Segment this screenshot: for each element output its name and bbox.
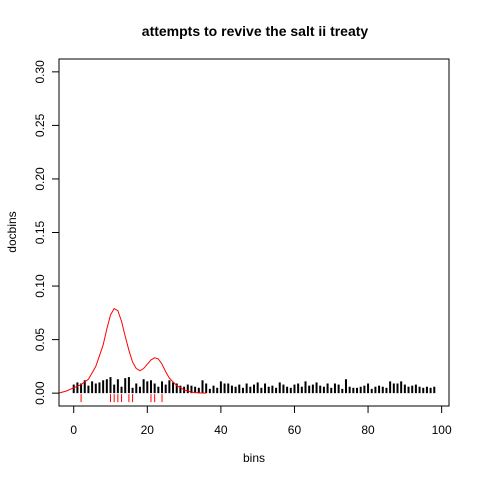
x-axis-label: bins bbox=[243, 451, 265, 465]
rug-layer bbox=[80, 394, 163, 403]
x-tick-label: 60 bbox=[288, 423, 302, 437]
y-axis: 0.00 0.05 0.10 0.15 0.20 0.25 0.30 bbox=[33, 60, 60, 405]
x-axis: 0 20 40 60 80 100 bbox=[70, 405, 452, 437]
y-tick-label: 0.10 bbox=[33, 274, 47, 298]
y-tick-label: 0.25 bbox=[33, 113, 47, 137]
chart-title: attempts to revive the salt ii treaty bbox=[142, 23, 369, 39]
x-tick-label: 20 bbox=[141, 423, 155, 437]
y-tick-label: 0.00 bbox=[33, 381, 47, 405]
y-axis-label: docbins bbox=[5, 211, 19, 252]
y-tick-label: 0.05 bbox=[33, 328, 47, 352]
x-tick-label: 100 bbox=[432, 423, 452, 437]
y-tick-label: 0.30 bbox=[33, 60, 47, 84]
density-line bbox=[58, 307, 207, 394]
y-tick-label: 0.15 bbox=[33, 220, 47, 244]
x-tick-label: 80 bbox=[361, 423, 375, 437]
x-tick-label: 0 bbox=[70, 423, 77, 437]
y-tick-label: 0.20 bbox=[33, 167, 47, 191]
x-tick-label: 40 bbox=[214, 423, 228, 437]
